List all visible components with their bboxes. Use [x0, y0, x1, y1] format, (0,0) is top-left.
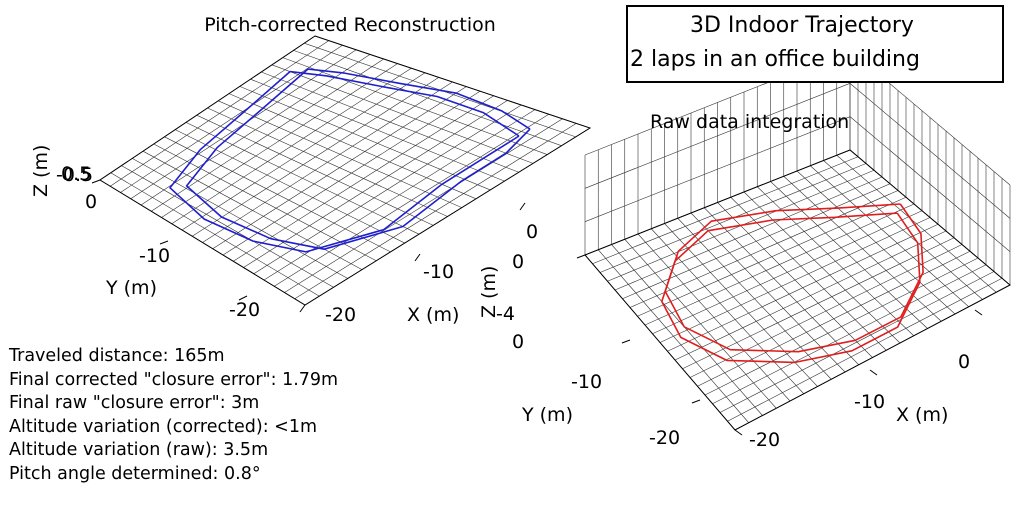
corrected-plot-grid-v-line: [175, 129, 405, 244]
raw-plot-ztick-1: 0: [512, 251, 524, 273]
raw-plot-grid-u-line: [796, 170, 956, 315]
raw-plot-tick-mark: [576, 254, 586, 259]
raw-plot-tick-mark: [734, 429, 743, 436]
corrected-plot: Pitch-corrected Reconstruction X (m) Y (…: [30, 14, 592, 326]
stat-altitude-variation-raw: Altitude variation (raw): 3.5m: [9, 440, 269, 461]
corrected-plot-grid-u-line: [274, 113, 549, 287]
raw-plot-grid-v-line: [697, 250, 971, 387]
raw-plot-grid-u-line: [783, 176, 942, 322]
corrected-plot-grid-v-line: [132, 158, 348, 279]
raw-plot-zlabel: Z (m): [478, 266, 500, 318]
raw-plot-ztick-3: 0: [512, 331, 524, 353]
raw-plot-grid-u-line: [823, 160, 983, 300]
corrected-plot-grid: [91, 35, 592, 313]
corrected-plot-grid-v-line: [164, 136, 391, 253]
raw-plot-grid-v-line: [667, 223, 939, 352]
corrected-plot-trajectory-lap-1: [185, 68, 531, 250]
raw-plot-grid-u-line: [810, 165, 969, 307]
raw-plot-grid-v-line: [674, 230, 947, 361]
raw-plot-xtick-2: -10: [854, 391, 885, 413]
raw-plot-xtick-1: 0: [958, 351, 970, 373]
corrected-plot-grid-v-line: [196, 114, 434, 226]
corrected-plot-grid-v-line: [121, 165, 334, 288]
corrected-plot-ylabel: Y (m): [105, 277, 157, 299]
corrected-plot-tick-mark: [91, 179, 101, 184]
corrected-plot-ytick-2: -20: [229, 299, 260, 321]
raw-plot-title: Raw data integration: [650, 111, 849, 133]
raw-plot-tick-mark: [621, 339, 631, 344]
corrected-plot-tick-mark: [299, 304, 306, 313]
corrected-plot-tick-mark: [519, 202, 526, 211]
figure-title-line-2: 2 laps in an office building: [630, 47, 920, 72]
corrected-plot-grid-v-line: [207, 107, 448, 217]
corrected-plot-grid-u-line: [243, 100, 508, 268]
raw-plot-floor-border: [584, 149, 1011, 431]
raw-plot-ytick-2: -20: [649, 427, 680, 449]
corrected-plot-grid-v-line: [153, 143, 377, 262]
stat-raw-closure-error: Final raw "closure error": 3m: [9, 393, 260, 414]
raw-plot-grid-v-line: [689, 244, 963, 378]
raw-plot-grid-v-line: [659, 217, 931, 343]
raw-plot-tick-mark: [974, 309, 983, 316]
corrected-plot-grid-v-line: [142, 150, 363, 270]
stat-traveled-distance: Traveled distance: 165m: [9, 346, 225, 366]
corrected-plot-tick-mark: [238, 295, 248, 301]
corrected-plot-grid-u-line: [233, 95, 494, 262]
raw-plot: Raw data integration X (m) Y (m) Z (m) 0…: [478, 49, 1011, 451]
corrected-plot-tick-mark: [159, 240, 169, 245]
raw-plot-wall-line: [849, 83, 1011, 219]
raw-plot-tick-mark: [869, 369, 878, 376]
raw-plot-xtick-3: -20: [749, 429, 780, 451]
corrected-plot-ztick-1: 0.5: [61, 163, 91, 185]
raw-plot-trajectory: [660, 203, 924, 364]
raw-plot-grid-u-line: [836, 155, 997, 293]
raw-plot-ztick-2: -4: [496, 303, 515, 325]
raw-plot-grid-v-line: [704, 257, 979, 396]
corrected-plot-ztick-2: -0.5: [56, 164, 93, 186]
corrected-plot-trajectory-lap-2: [169, 70, 520, 253]
stat-corrected-closure-error: Final corrected "closure error": 1.79m: [9, 369, 339, 390]
raw-plot-grid: [576, 49, 1011, 436]
corrected-plot-zlabel: Z (m): [30, 145, 52, 197]
corrected-plot-xtick-2: -20: [325, 304, 356, 326]
corrected-plot-grid-v-line: [110, 172, 320, 297]
raw-plot-grid-u-line: [770, 181, 928, 329]
corrected-plot-grid-u-line: [284, 118, 563, 293]
raw-plot-ytick-1: -10: [571, 371, 602, 393]
raw-plot-grid-u-line: [743, 191, 901, 344]
stats-panel: Traveled distance: 165m Final corrected …: [9, 345, 338, 487]
corrected-plot-grid-u-line: [222, 90, 481, 256]
raw-plot-trajectory-lap-2: [660, 212, 921, 364]
corrected-plot-xtick-3: 0: [526, 221, 538, 243]
corrected-plot-ytick-1: -10: [139, 245, 170, 267]
raw-plot-grid-v-line: [712, 264, 987, 405]
stat-pitch-angle: Pitch angle determined: 0.8°: [9, 463, 261, 484]
corrected-plot-tick-mark: [414, 253, 421, 262]
corrected-plot-grid-u-line: [212, 86, 467, 250]
corrected-plot-trajectory: [169, 68, 531, 253]
raw-plot-grid-v-line: [727, 277, 1003, 422]
raw-plot-grid-u-line: [757, 186, 914, 336]
figure-title-box: 3D Indoor Trajectory 2 laps in an office…: [626, 5, 1004, 83]
corrected-plot-ztick-3: 0: [85, 191, 97, 213]
corrected-plot-title: Pitch-corrected Reconstruction: [204, 14, 496, 36]
stat-altitude-variation-corrected: Altitude variation (corrected): <1m: [9, 416, 318, 437]
corrected-plot-grid-u-line: [294, 123, 577, 300]
raw-plot-xlabel: X (m): [896, 404, 948, 426]
raw-plot-grid-v-line: [719, 271, 995, 413]
figure-title-line-1: 3D Indoor Trajectory: [690, 13, 914, 38]
corrected-plot-grid-u-line: [253, 104, 522, 275]
raw-plot-grid-v-line: [682, 237, 955, 370]
raw-plot-tick-mark: [691, 399, 701, 404]
raw-plot-ylabel: Y (m): [521, 404, 573, 426]
raw-plot-wall-line: [584, 83, 851, 189]
corrected-plot-xtick-1: -10: [423, 261, 454, 283]
raw-plot-wall-line: [849, 116, 1011, 252]
raw-plot-wall-line: [584, 116, 851, 222]
corrected-plot-xlabel: X (m): [407, 304, 459, 326]
